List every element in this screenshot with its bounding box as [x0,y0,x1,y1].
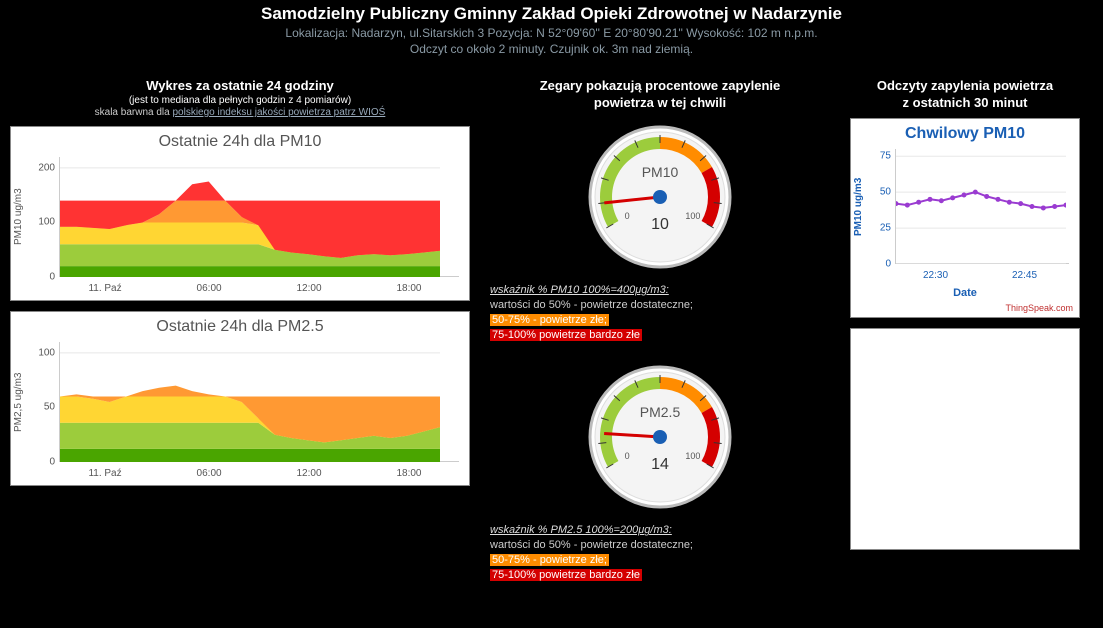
chart-pm25-24h: Ostatnie 24h dla PM2.5 PM2,5 ug/m3 05010… [10,311,470,486]
gauge-pm25: 0 100 PM2.5 14 [490,352,830,521]
page-title: Samodzielny Publiczny Gminny Zakład Opie… [0,4,1103,24]
header-sub1: Lokalizacja: Nadarzyn, ul.Sitarskich 3 P… [0,26,1103,40]
right-title2: z ostatnich 30 minut [850,95,1080,110]
header: Samodzielny Publiczny Gminny Zakład Opie… [0,0,1103,58]
svg-text:100: 100 [685,211,700,221]
svg-text:PM2.5: PM2.5 [640,404,681,420]
chart-pm10-30min: Chwilowy PM10 PM10 ug/m3 0255075 22:3022… [850,118,1080,318]
svg-text:0: 0 [625,211,630,221]
g1-desc-red: 75-100% powietrze bardzo złe [490,329,642,341]
mid-column: Zegary pokazują procentowe zapylenie pow… [490,78,830,593]
left-column: Wykres za ostatnie 24 godziny (jest to m… [10,78,470,593]
g2-desc-ok: wartości do 50% - powietrze dostateczne; [490,539,693,551]
left-title: Wykres za ostatnie 24 godziny [10,78,470,93]
header-sub2: Odczyt co około 2 minuty. Czujnik ok. 3m… [0,42,1103,56]
right-title1: Odczyty zapylenia powietrza [850,78,1080,93]
g1-desc-u: wskaźnik % PM10 100%=400μg/m3: [490,284,669,296]
left-link-line: skala barwna dla polskiego indeksu jakoś… [10,107,470,118]
svg-text:PM10: PM10 [642,164,679,180]
left-sub: (jest to mediana dla pełnych godzin z 4 … [10,95,470,106]
empty-panel [850,328,1080,550]
g1-desc-ok: wartości do 50% - powietrze dostateczne; [490,299,693,311]
g1-desc-orange: 50-75% - powietrze złe; [490,314,609,326]
mid-title2: powietrza w tej chwili [490,95,830,110]
svg-text:10: 10 [651,216,669,233]
wios-link[interactable]: polskiego indeksu jakości powietrza patr… [172,107,385,118]
right-column: Odczyty zapylenia powietrza z ostatnich … [850,78,1080,593]
chart-pm10-24h: Ostatnie 24h dla PM10 PM10 ug/m3 0100200… [10,126,470,301]
mid-title1: Zegary pokazują procentowe zapylenie [490,78,830,93]
g2-desc-orange: 50-75% - powietrze złe; [490,554,609,566]
gauge-pm10: 0 100 PM10 10 [490,112,830,281]
svg-text:14: 14 [651,456,669,473]
gauge-pm10-desc: wskaźnik % PM10 100%=400μg/m3: wartości … [490,283,830,342]
g2-desc-u: wskaźnik % PM2.5 100%=200μg/m3: [490,524,672,536]
g2-desc-red: 75-100% powietrze bardzo złe [490,569,642,581]
left-link-pre: skala barwna dla [95,107,173,118]
svg-text:0: 0 [625,451,630,461]
svg-text:100: 100 [685,451,700,461]
gauge-pm25-desc: wskaźnik % PM2.5 100%=200μg/m3: wartości… [490,523,830,582]
